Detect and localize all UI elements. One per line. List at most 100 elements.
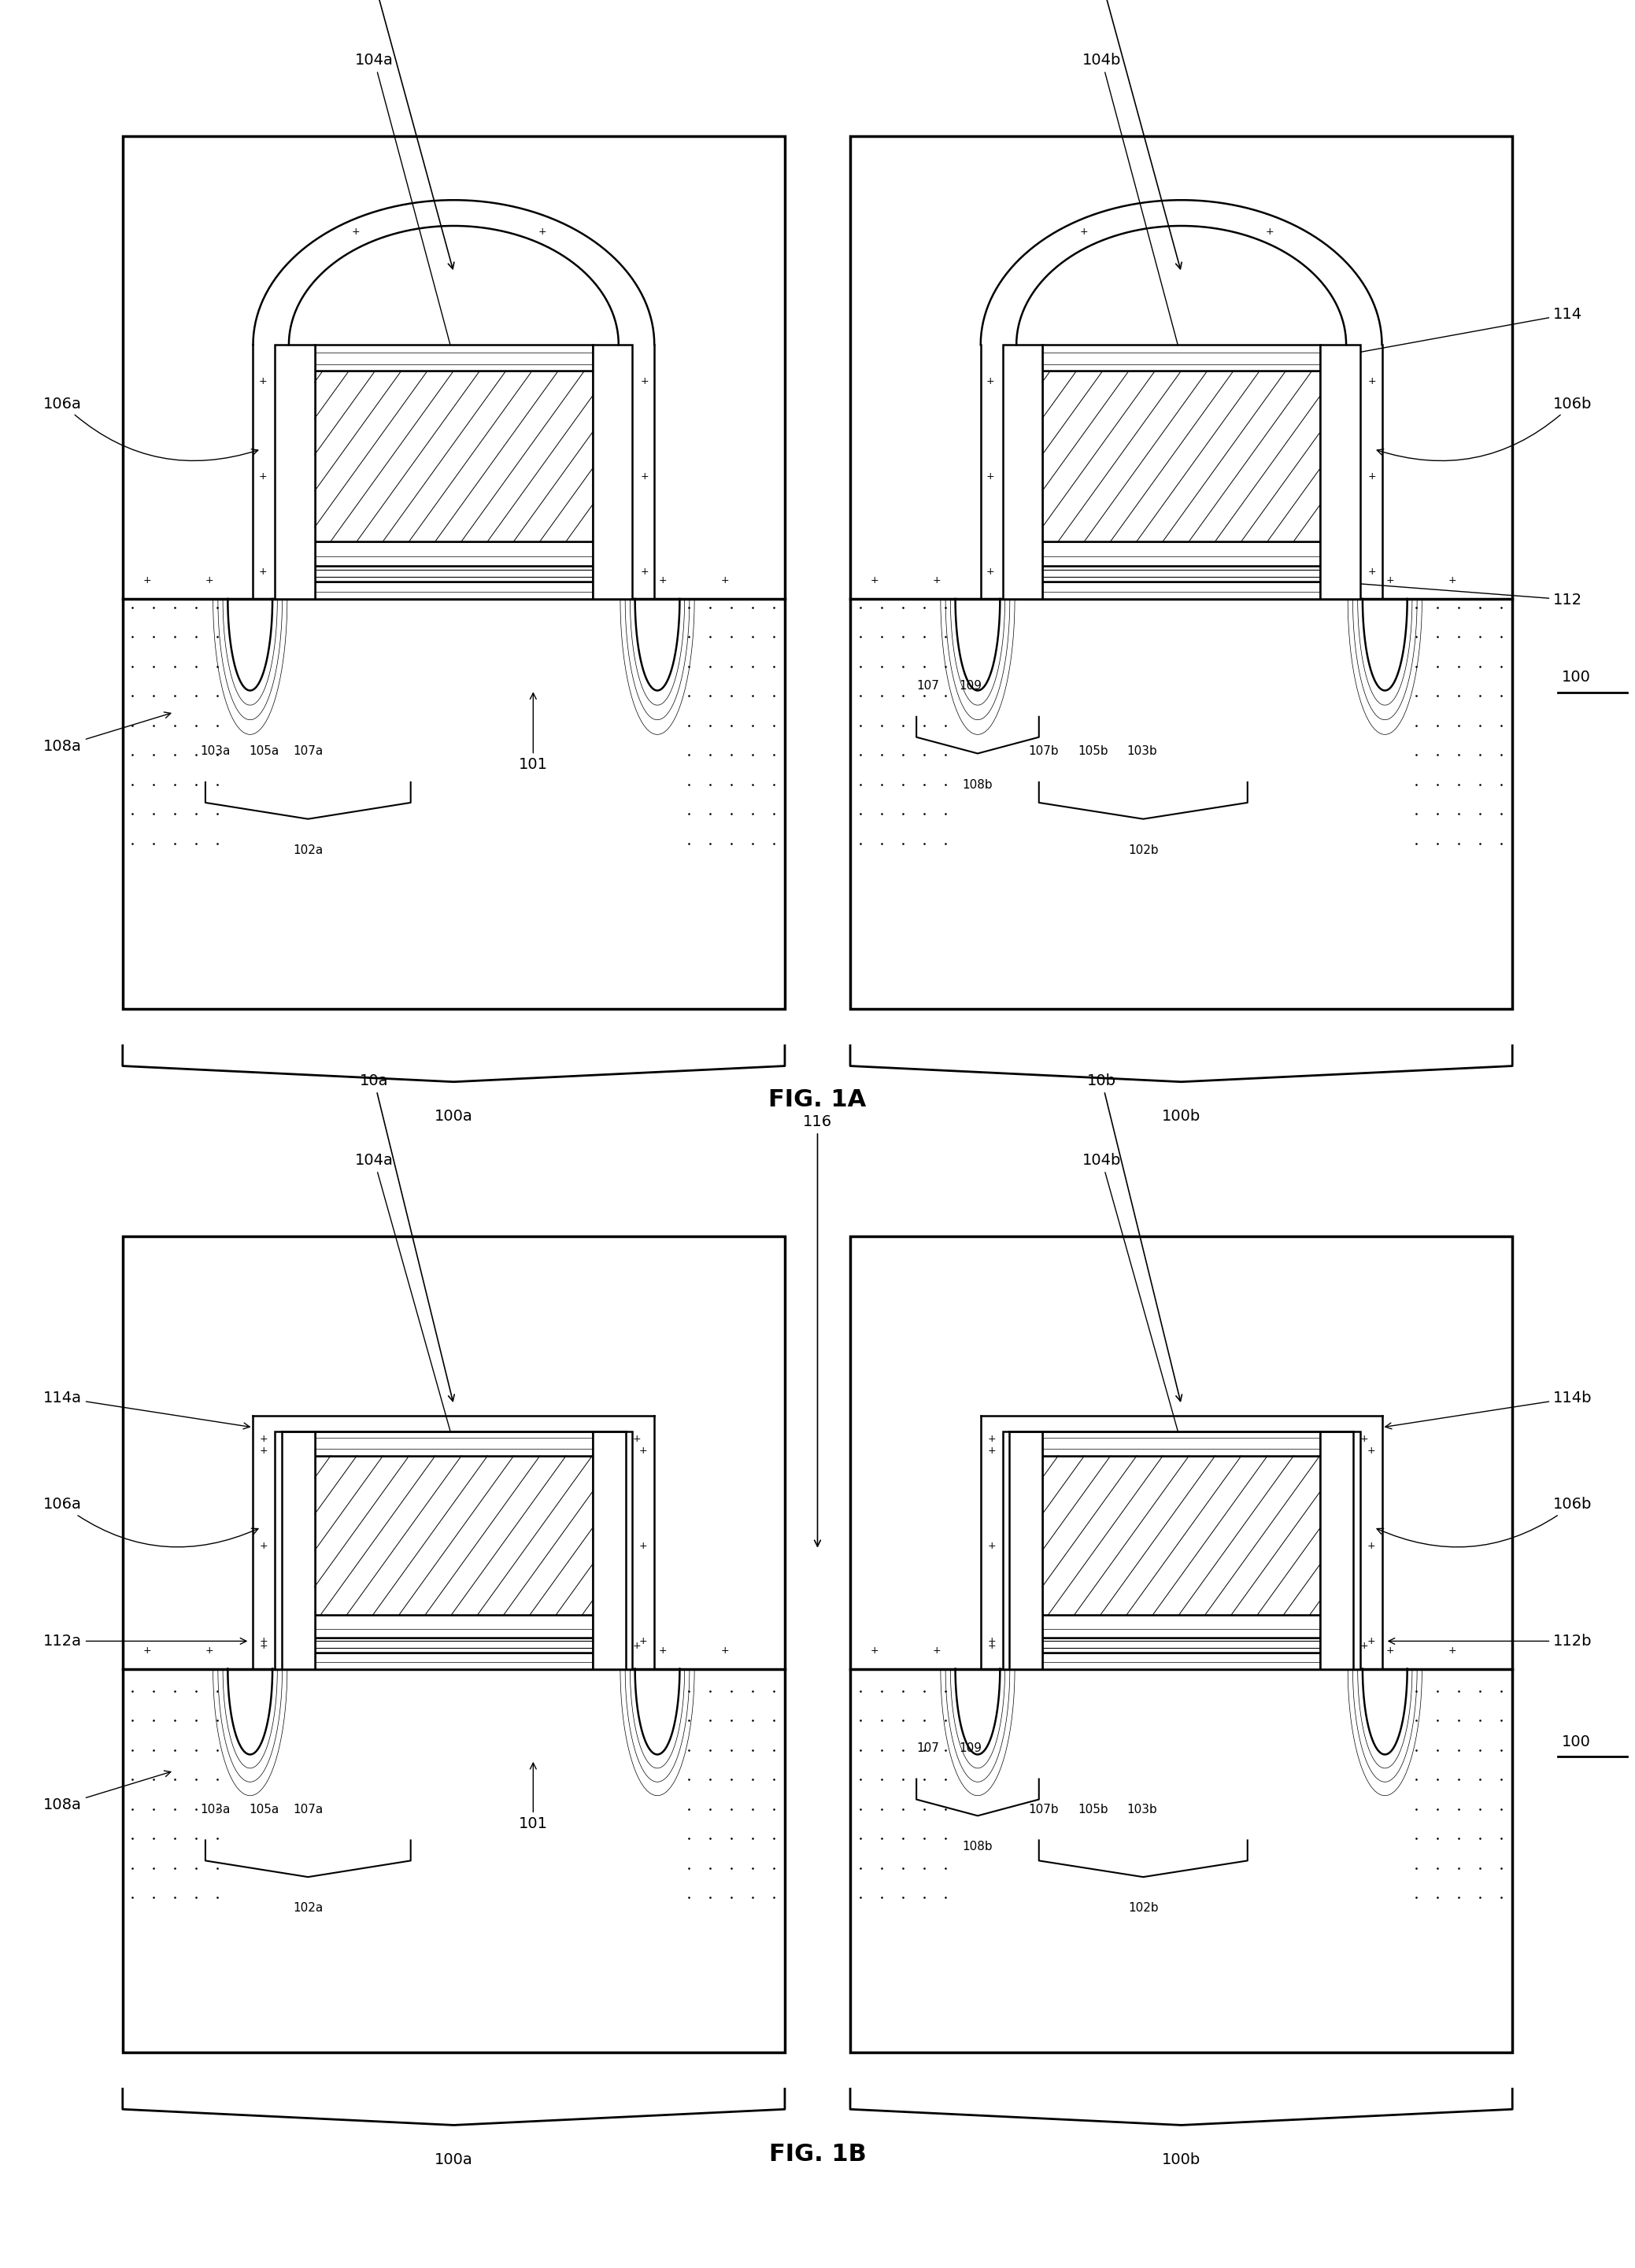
Text: +: + (1367, 1447, 1375, 1456)
Text: +: + (204, 1647, 214, 1656)
Text: +: + (1449, 1647, 1457, 1656)
Text: 106b: 106b (1377, 1497, 1592, 1547)
Text: 105b: 105b (1077, 746, 1109, 758)
Text: +: + (1367, 1542, 1375, 1551)
Text: +: + (352, 227, 360, 236)
Bar (1041, 372, 1321, 542)
Text: 114a: 114a (43, 1390, 250, 1429)
Text: +: + (1449, 576, 1457, 585)
Text: 107a: 107a (293, 746, 324, 758)
Text: +: + (1386, 576, 1395, 585)
Text: +: + (260, 1637, 268, 1647)
Bar (314, 1431, 594, 1456)
Text: +: + (260, 1542, 268, 1551)
Bar (314, 1456, 594, 1615)
Bar (1041, 1431, 1321, 1456)
Text: 103a: 103a (199, 746, 231, 758)
Text: +: + (659, 576, 667, 585)
Text: 104b: 104b (1082, 1152, 1182, 1440)
Text: +: + (1368, 472, 1377, 481)
Bar (314, 1653, 594, 1669)
Text: 109: 109 (960, 680, 981, 692)
Bar (314, 565, 594, 581)
Text: +: + (870, 1647, 880, 1656)
Text: +: + (1079, 227, 1087, 236)
Text: 107: 107 (917, 1742, 938, 1753)
Text: +: + (932, 576, 942, 585)
Text: 112: 112 (1333, 578, 1583, 608)
Text: 102b: 102b (1128, 1903, 1159, 1914)
Text: +: + (258, 472, 267, 481)
Text: FIG. 1A: FIG. 1A (768, 1089, 867, 1111)
Text: 102a: 102a (293, 844, 324, 855)
Text: 10b: 10b (1087, 1073, 1182, 1402)
Text: +: + (1368, 567, 1377, 576)
Text: +: + (988, 1642, 996, 1651)
Text: 100: 100 (1561, 669, 1591, 685)
Text: +: + (639, 1637, 647, 1647)
Text: 104a: 104a (355, 1152, 455, 1440)
Text: 108b: 108b (963, 1842, 992, 1853)
Text: 100b: 100b (1162, 2152, 1200, 2168)
Text: 102a: 102a (293, 1903, 324, 1914)
Bar (850, 136, 1512, 1009)
Text: 108a: 108a (43, 712, 170, 753)
Bar (123, 136, 785, 1009)
Text: 114: 114 (1333, 306, 1583, 358)
Text: +: + (633, 1642, 641, 1651)
Text: 107b: 107b (1028, 746, 1059, 758)
Text: 101: 101 (518, 694, 548, 771)
Bar (314, 372, 594, 542)
Text: 102b: 102b (1128, 844, 1159, 855)
Text: +: + (538, 227, 546, 236)
Text: +: + (641, 567, 649, 576)
Text: FIG. 1B: FIG. 1B (768, 2143, 867, 2166)
Bar (1321, 1431, 1360, 1669)
Text: +: + (1367, 1637, 1375, 1647)
Text: +: + (870, 576, 880, 585)
Text: +: + (258, 567, 267, 576)
Text: 112b: 112b (1388, 1633, 1592, 1649)
Text: +: + (988, 1542, 996, 1551)
Text: +: + (988, 1433, 996, 1445)
Text: 100b: 100b (1162, 1109, 1200, 1125)
Text: 100a: 100a (435, 2152, 473, 2168)
Text: 108b: 108b (963, 778, 992, 792)
Bar (1321, 345, 1360, 599)
Bar (1041, 581, 1321, 599)
Bar (1041, 542, 1321, 565)
Bar (1041, 1456, 1321, 1615)
Text: +: + (639, 1447, 647, 1456)
Text: 106a: 106a (43, 397, 258, 460)
Bar (314, 1637, 594, 1653)
Text: 109: 109 (960, 1742, 981, 1753)
Text: +: + (641, 472, 649, 481)
Bar (594, 345, 633, 599)
Text: +: + (258, 376, 267, 386)
Bar (314, 581, 594, 599)
Text: +: + (260, 1447, 268, 1456)
Text: 101: 101 (518, 1762, 548, 1830)
Text: +: + (1386, 1647, 1395, 1656)
Bar (275, 1431, 314, 1669)
Bar (594, 1431, 633, 1669)
Text: 114b: 114b (1385, 1390, 1592, 1429)
Bar (275, 345, 314, 599)
Text: +: + (641, 376, 649, 386)
Text: 105b: 105b (1077, 1803, 1109, 1814)
Bar (1041, 1615, 1321, 1637)
Text: +: + (633, 1433, 641, 1445)
Text: +: + (260, 1433, 268, 1445)
Bar (1002, 1431, 1041, 1669)
Text: +: + (986, 567, 994, 576)
Text: 108a: 108a (43, 1771, 170, 1812)
Bar (850, 1236, 1512, 2053)
Bar (314, 1615, 594, 1637)
Text: 103b: 103b (1127, 1803, 1158, 1814)
Text: 107: 107 (917, 680, 938, 692)
Text: +: + (986, 472, 994, 481)
Text: 103a: 103a (199, 1803, 231, 1814)
Text: +: + (1360, 1433, 1368, 1445)
Text: 106b: 106b (1377, 397, 1592, 460)
Text: 103b: 103b (1127, 746, 1158, 758)
